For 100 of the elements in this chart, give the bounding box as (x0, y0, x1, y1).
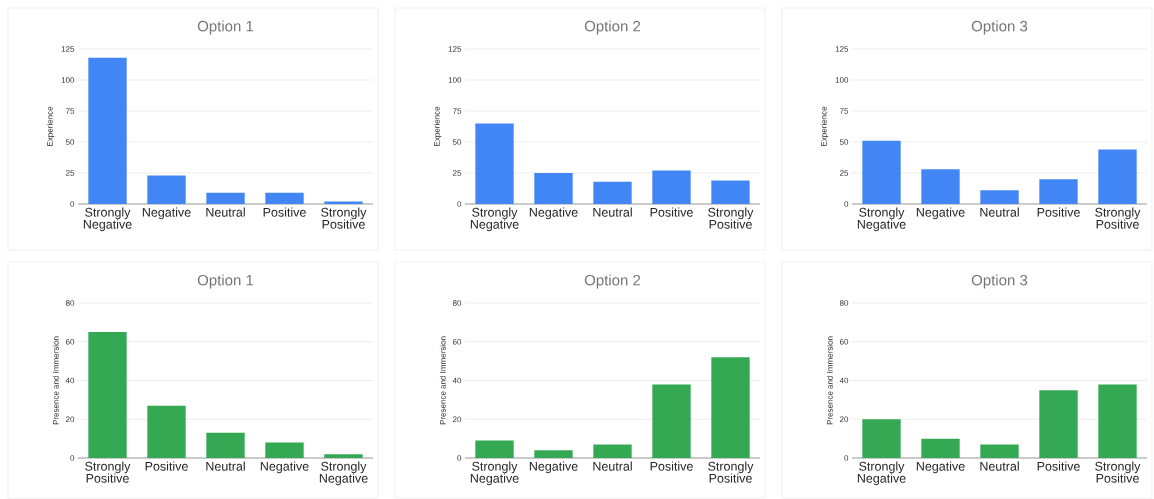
x-tick-label: Strongly Negative (857, 207, 906, 232)
x-tick-label: Positive (650, 207, 693, 217)
bar (862, 140, 901, 204)
bar (593, 444, 632, 458)
y-axis-title: Experience (820, 106, 829, 146)
x-tick-label: Strongly Positive (1095, 461, 1141, 483)
y-tick-label: 60 (65, 338, 75, 345)
x-tick-label: Negative (529, 207, 578, 220)
y-tick-label: 80 (452, 300, 462, 306)
y-axis-title: Presence and Immersion (52, 336, 59, 425)
bar (534, 173, 573, 204)
x-tick-label: Negative (916, 461, 965, 474)
x-tick-label: Negative (260, 461, 309, 474)
bar (534, 450, 573, 458)
x-tick-label: Strongly Positive (85, 461, 131, 483)
y-tick-label: 50 (839, 139, 849, 145)
y-tick-label: 125 (448, 46, 462, 52)
bar (206, 432, 245, 458)
y-tick-label: 20 (65, 416, 75, 423)
bar (147, 405, 186, 458)
x-tick-label: Positive (650, 461, 693, 471)
bar (921, 438, 960, 458)
x-tick-label: Negative (529, 461, 578, 474)
y-tick-label: 60 (839, 338, 849, 345)
x-tick-label: Strongly Negative (857, 461, 906, 486)
x-tick-label: Negative (142, 207, 191, 220)
x-tick-label: Negative (916, 207, 965, 220)
bar (265, 192, 304, 204)
y-tick-label: 100 (835, 77, 849, 83)
bar (652, 384, 691, 458)
y-tick-label: 20 (839, 416, 849, 423)
y-tick-label: 80 (839, 300, 849, 306)
chart-title: Option 1 (197, 20, 254, 35)
bar (88, 57, 127, 204)
y-tick-label: 25 (839, 170, 849, 176)
y-tick-label: 40 (839, 377, 849, 384)
x-tick-label: Strongly Negative (470, 207, 519, 232)
chart-title: Option 2 (584, 274, 641, 289)
x-tick-label: Strongly Positive (321, 207, 367, 229)
bar (980, 190, 1019, 204)
bar (593, 181, 632, 204)
x-tick-label: Strongly Negative (319, 461, 368, 486)
y-tick-label: 125 (61, 46, 75, 52)
y-tick-label: 100 (448, 77, 462, 83)
x-tick-label: Strongly Positive (708, 461, 754, 483)
x-tick-label: Positive (1037, 207, 1080, 217)
bar (147, 175, 186, 204)
y-tick-label: 40 (452, 377, 462, 384)
chart-title: Option 1 (197, 274, 254, 289)
x-tick-label: Strongly Positive (708, 207, 754, 229)
bar (1098, 149, 1137, 204)
y-tick-label: 0 (70, 455, 75, 461)
bar (475, 440, 514, 458)
bar (652, 170, 691, 204)
y-tick-label: 60 (452, 338, 462, 345)
bar (324, 454, 363, 458)
y-tick-label: 75 (452, 108, 462, 114)
x-tick-label: Neutral (593, 207, 632, 217)
y-tick-label: 75 (65, 108, 75, 114)
x-tick-label: Neutral (980, 461, 1019, 471)
x-tick-label: Positive (263, 207, 306, 217)
x-tick-label: Strongly Negative (470, 461, 519, 486)
bar (1039, 179, 1078, 204)
x-tick-label: Strongly Positive (1095, 207, 1141, 229)
y-tick-label: 0 (844, 455, 849, 461)
bar (88, 332, 127, 458)
bar (1098, 384, 1137, 458)
y-tick-label: 50 (65, 139, 75, 145)
x-tick-label: Neutral (980, 207, 1019, 217)
chart-title: Option 2 (584, 20, 641, 35)
y-tick-label: 0 (70, 201, 75, 207)
x-tick-label: Positive (1037, 461, 1080, 471)
bar (1039, 390, 1078, 458)
y-axis-title: Experience (46, 106, 55, 146)
y-tick-label: 75 (839, 108, 849, 114)
y-tick-label: 50 (452, 139, 462, 145)
x-tick-label: Strongly Negative (83, 207, 132, 232)
y-tick-label: 80 (65, 300, 75, 306)
x-tick-label: Neutral (206, 207, 245, 217)
bar (711, 180, 750, 204)
y-axis-title: Presence and Immersion (439, 336, 446, 425)
bar (980, 444, 1019, 458)
y-tick-label: 25 (65, 170, 75, 176)
y-tick-label: 100 (61, 77, 75, 83)
x-tick-label: Positive (145, 461, 188, 471)
bar (862, 419, 901, 458)
bar (711, 357, 750, 458)
chart-title: Option 3 (971, 274, 1028, 289)
x-tick-label: Neutral (206, 461, 245, 471)
bar (921, 169, 960, 204)
bar (265, 442, 304, 458)
bar (206, 192, 245, 204)
bar (475, 123, 514, 204)
y-tick-label: 25 (452, 170, 462, 176)
y-tick-label: 40 (65, 377, 75, 384)
y-tick-label: 20 (452, 416, 462, 423)
y-tick-label: 0 (844, 201, 849, 207)
chart-title: Option 3 (971, 20, 1028, 35)
y-axis-title: Presence and Immersion (826, 336, 833, 425)
y-tick-label: 125 (835, 46, 849, 52)
